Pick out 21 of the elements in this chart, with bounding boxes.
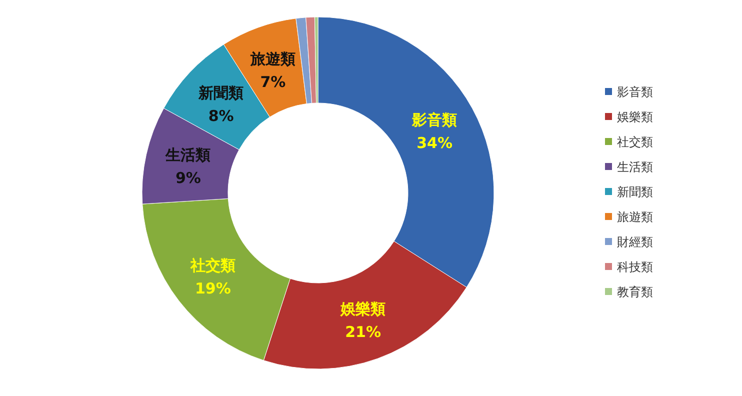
slice-label: 生活類 — [164, 146, 211, 164]
data-label: 9% — [175, 168, 201, 187]
slice-label: 新聞類 — [198, 84, 244, 102]
data-label: 19% — [194, 280, 231, 298]
legend-label: 財經類 — [617, 235, 653, 250]
legend-label: 科技類 — [617, 260, 653, 274]
legend-label: 娛樂類 — [617, 110, 653, 124]
legend-label: 影音類 — [617, 85, 653, 100]
data-label: 8% — [208, 106, 234, 125]
legend-label: 生活類 — [617, 160, 653, 174]
slice-label: 娛樂類 — [340, 300, 386, 318]
slice-label: 旅遊類 — [249, 50, 296, 68]
slice-label: 影音類 — [411, 110, 458, 129]
data-label: 7% — [260, 72, 286, 91]
legend-label: 教育類 — [617, 285, 653, 300]
legend-label: 新聞類 — [617, 185, 653, 200]
slice-label: 社交類 — [189, 256, 236, 275]
legend-label: 社交類 — [617, 135, 653, 150]
legend-label: 旅遊類 — [617, 210, 653, 224]
data-label: 21% — [345, 323, 382, 342]
data-label: 34% — [416, 134, 452, 152]
